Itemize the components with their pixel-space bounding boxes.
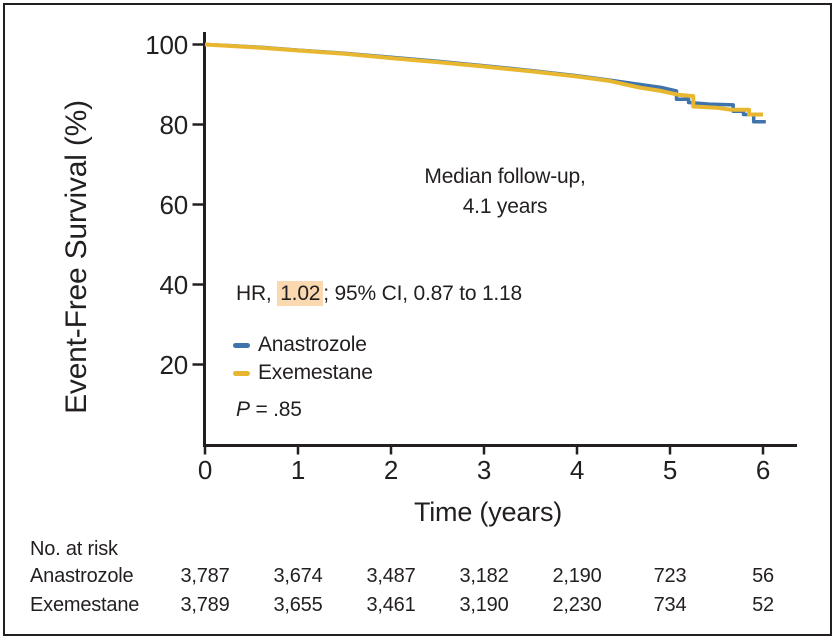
risk-count-anastrozole-year5: 723 <box>653 565 687 587</box>
risk-table-header: No. at risk <box>30 538 118 560</box>
p-value: = .85 <box>249 398 302 421</box>
figure-border <box>3 3 832 636</box>
risk-count-anastrozole-year0: 3,787 <box>180 565 230 587</box>
risk-row-label-exemestane: Exemestane <box>30 594 140 616</box>
median-followup-annotation: Median follow-up, 4.1 years <box>355 162 655 222</box>
risk-count-exemestane-year2: 3,461 <box>366 594 416 616</box>
risk-count-exemestane-year4: 2,230 <box>552 594 602 616</box>
x-tick-label-5: 5 <box>662 455 678 485</box>
curve-exemestane <box>204 42 763 117</box>
median-followup-line1: Median follow-up, <box>424 165 586 188</box>
risk-count-exemestane-year1: 3,655 <box>273 594 323 616</box>
risk-count-anastrozole-year4: 2,190 <box>552 565 602 587</box>
legend: Anastrozole Exemestane <box>233 331 373 387</box>
legend-label-anastrozole: Anastrozole <box>258 333 367 356</box>
x-tick-label-4: 4 <box>569 455 585 485</box>
legend-item-anastrozole: Anastrozole <box>233 331 373 359</box>
x-tick-label-0: 0 <box>197 455 213 485</box>
risk-count-exemestane-year3: 3,190 <box>459 594 509 616</box>
median-followup-line2: 4.1 years <box>462 195 548 218</box>
risk-count-exemestane-year0: 3,789 <box>180 594 230 616</box>
hr-ci-suffix: ; 95% CI, 0.87 to 1.18 <box>323 282 523 305</box>
y-tick-label-100: 100 <box>145 29 188 60</box>
risk-count-anastrozole-year6: 56 <box>752 565 774 587</box>
risk-count-anastrozole-year1: 3,674 <box>273 565 323 587</box>
risk-count-anastrozole-year3: 3,182 <box>459 565 509 587</box>
exemestane-line-swatch <box>233 370 250 376</box>
x-tick-label-2: 2 <box>383 455 399 485</box>
x-tick-label-3: 3 <box>476 455 492 485</box>
y-tick-label-60: 60 <box>159 189 188 220</box>
risk-row-label-anastrozole: Anastrozole <box>30 565 134 587</box>
x-tick-label-6: 6 <box>755 455 771 485</box>
hr-prefix: HR, <box>236 282 278 305</box>
risk-count-anastrozole-year2: 3,487 <box>366 565 416 587</box>
p-symbol: P <box>236 398 250 421</box>
y-axis-title: Event-Free Survival (%) <box>60 100 93 414</box>
y-tick-label-40: 40 <box>159 269 188 300</box>
anastrozole-line-swatch <box>233 342 250 348</box>
x-tick-label-1: 1 <box>290 455 306 485</box>
hazard-ratio-annotation: HR, 1.02; 95% CI, 0.87 to 1.18 <box>236 281 522 307</box>
risk-count-exemestane-year6: 52 <box>752 594 774 616</box>
p-value-annotation: P = .85 <box>236 397 302 423</box>
hr-value-highlighted: 1.02 <box>277 281 324 306</box>
legend-item-exemestane: Exemestane <box>233 359 373 387</box>
y-tick-label-80: 80 <box>159 109 188 140</box>
y-tick-label-20: 20 <box>159 349 188 380</box>
risk-count-exemestane-year5: 734 <box>653 594 687 616</box>
x-axis-title: Time (years) <box>413 497 563 527</box>
legend-label-exemestane: Exemestane <box>258 361 373 384</box>
curve-anastrozole <box>204 42 766 124</box>
